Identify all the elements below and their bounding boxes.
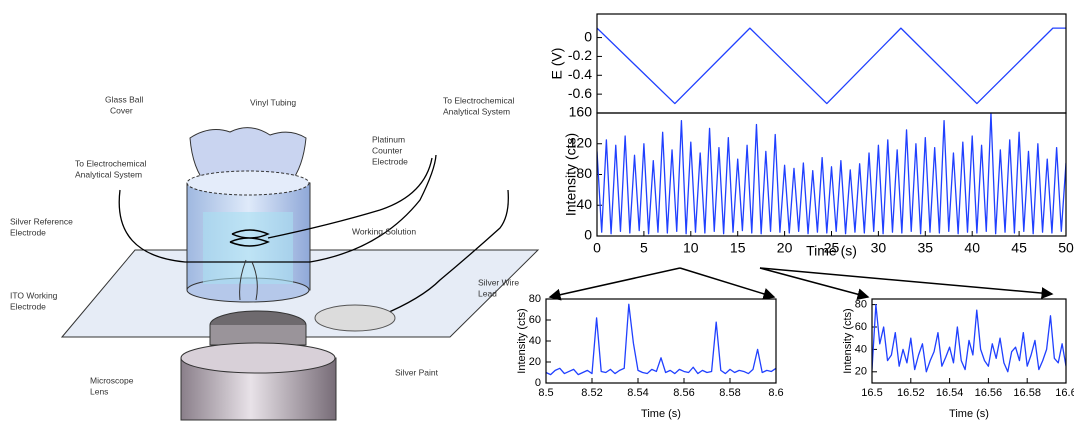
y-tick-label: 60: [855, 321, 867, 333]
label: Glass Ball: [105, 94, 143, 104]
label: To Electrochemical: [75, 158, 146, 168]
connector: [548, 267, 681, 301]
y-tick-label: -0.4: [568, 66, 592, 82]
x-tick-label: 8.54: [627, 387, 648, 399]
label: To Electrochemical: [443, 95, 514, 105]
y-tick-label: 0: [584, 28, 592, 44]
x-axis-title: Time (s): [641, 408, 681, 420]
y-tick-label: 40: [529, 335, 541, 347]
x-tick-label: 8.52: [581, 387, 602, 399]
y-tick-label: 20: [529, 356, 541, 368]
zoom-connectors: [548, 267, 1054, 301]
chart: 0 -0.2 -0.4 -0.6E (V): [549, 13, 1067, 114]
y-tick-label: -0.6: [568, 85, 592, 101]
diagram: Glass Ball Cover Vinyl Tubing To Electro…: [10, 94, 540, 421]
chart: 0 40 80 120 160 0 5 10 15 20 25 30 35 40 45 50 Intensity…: [563, 104, 1074, 259]
label: Lead: [478, 288, 497, 298]
label: Electrode: [372, 156, 408, 166]
x-tick-label: 16.52: [897, 387, 925, 399]
x-tick-label: 16.58: [1013, 387, 1041, 399]
lens-top: [180, 342, 336, 374]
x-tick-label: 30: [871, 239, 887, 255]
y-tick-label: 20: [855, 366, 867, 378]
x-tick-label: 35: [918, 239, 934, 255]
y-axis-title: E (V): [549, 48, 565, 80]
wire: [118, 154, 437, 263]
plot-frame: [871, 298, 1067, 384]
wire: [267, 157, 433, 239]
label: Lens: [90, 386, 108, 396]
y-tick-label: 120: [569, 134, 593, 150]
data-line: [546, 303, 776, 376]
light-path: [239, 259, 258, 301]
label: Silver Wire: [478, 277, 519, 287]
label: Working Solution: [352, 226, 416, 236]
coil: [229, 229, 270, 247]
x-tick-label: 10: [683, 239, 699, 255]
data-line: [872, 303, 1066, 373]
label: Electrode: [10, 227, 46, 237]
x-tick-label: 0: [593, 239, 601, 255]
x-tick-label: 15: [730, 239, 746, 255]
label: Electrode: [10, 301, 46, 311]
labels: Glass Ball Cover Vinyl Tubing To Electro…: [10, 94, 519, 396]
label: Silver Reference: [10, 216, 73, 226]
y-tick-label: 40: [576, 196, 592, 212]
connector: [679, 267, 776, 300]
silver-paint: [314, 304, 396, 332]
wire: [374, 189, 509, 319]
label: Cover: [110, 105, 133, 115]
data-line: [597, 27, 1066, 105]
y-axis-title: Intensity (cts): [842, 308, 854, 373]
y-axis-title: Intensity (cts): [516, 308, 528, 373]
cylinder-top: [186, 170, 310, 196]
label: Silver Paint: [395, 367, 439, 377]
x-axis-title: Time (s): [806, 243, 857, 259]
label: Analytical System: [75, 169, 142, 179]
x-axis-title: Time (s): [949, 408, 989, 420]
x-tick-label: 16.6: [1055, 387, 1074, 399]
chart: 0 20 40 60 80 8.5 8.52 8.54 8.56 8.58 8.6 Intensity…: [516, 293, 784, 420]
y-tick-label: 0: [535, 377, 541, 389]
x-tick-label: 8.5: [538, 387, 553, 399]
plot-frame: [545, 298, 777, 384]
y-tick-label: 80: [855, 299, 867, 311]
connector: [759, 267, 1054, 300]
y-tick-label: 60: [529, 314, 541, 326]
x-tick-label: 8.6: [768, 387, 783, 399]
y-tick-label: -0.2: [568, 47, 592, 63]
x-tick-label: 45: [1011, 239, 1027, 255]
connector: [759, 267, 870, 301]
label: Platinum: [372, 134, 405, 144]
label: Vinyl Tubing: [250, 97, 296, 107]
objective: [209, 325, 307, 346]
x-tick-label: 16.5: [861, 387, 882, 399]
y-tick-label: 80: [529, 293, 541, 305]
y-tick-label: 40: [855, 343, 867, 355]
x-tick-label: 5: [640, 239, 648, 255]
y-tick-label: 80: [576, 165, 592, 181]
y-tick-label: 0: [584, 227, 592, 243]
label: Microscope: [90, 375, 134, 385]
x-tick-label: 50: [1058, 239, 1074, 255]
x-tick-label: 8.58: [719, 387, 740, 399]
x-tick-label: 40: [964, 239, 980, 255]
data-line: [597, 113, 1066, 235]
label: Analytical System: [443, 106, 510, 116]
chart: 20 40 60 80 16.5 16.52 16.54 16.56 16.58 16.6 Inte…: [842, 298, 1074, 420]
plot-frame: [596, 112, 1067, 237]
x-tick-label: 8.56: [673, 387, 694, 399]
label: ITO Working: [10, 290, 58, 300]
x-tick-label: 16.56: [975, 387, 1003, 399]
y-axis-title: Intensity (cts): [563, 133, 579, 216]
y-tick-label: 160: [569, 104, 593, 120]
solution: [203, 212, 293, 284]
x-tick-label: 16.54: [936, 387, 964, 399]
x-tick-label: 25: [824, 239, 840, 255]
label: Counter: [372, 145, 402, 155]
x-tick-label: 20: [777, 239, 793, 255]
